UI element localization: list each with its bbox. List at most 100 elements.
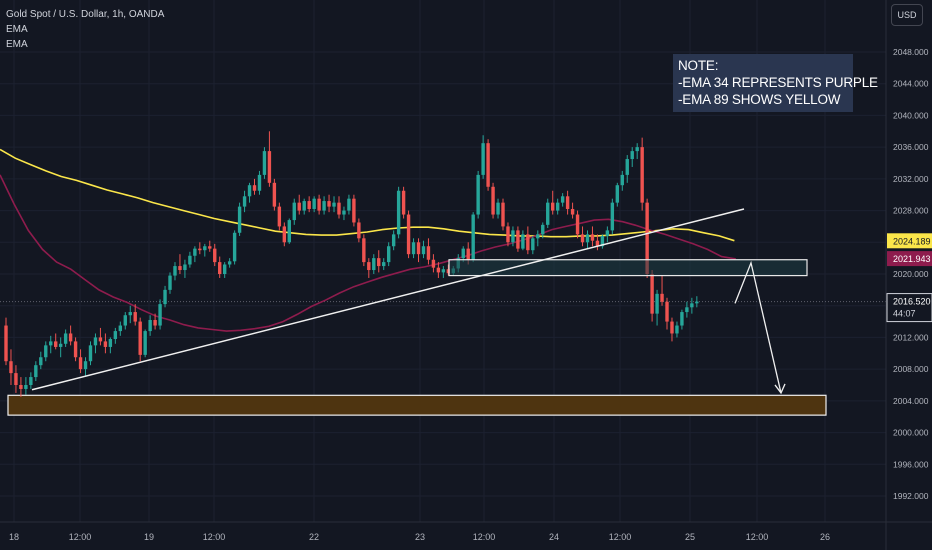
candle bbox=[521, 230, 525, 251]
candle-body bbox=[98, 337, 103, 342]
candle bbox=[605, 226, 610, 243]
candle bbox=[188, 251, 192, 268]
candle bbox=[337, 196, 341, 219]
candle-body bbox=[610, 202, 615, 231]
ema34-price-tag-label: 2021.943 bbox=[893, 254, 931, 264]
candle-body bbox=[645, 202, 649, 274]
candle-body bbox=[29, 377, 33, 385]
candle-body bbox=[113, 331, 118, 340]
candle bbox=[163, 285, 167, 308]
ema34-price-tag-bg bbox=[887, 251, 932, 267]
time-tick-label: 24 bbox=[549, 532, 559, 542]
candle-body bbox=[19, 385, 23, 389]
price-axis[interactable]: 2048.000 2044.000 2040.000 2036.000 2032.000… bbox=[886, 0, 932, 550]
price-tick-label: 2004.000 bbox=[893, 396, 929, 406]
candle-body bbox=[590, 234, 595, 241]
candle-body bbox=[546, 202, 550, 225]
candle bbox=[103, 333, 108, 354]
candle bbox=[347, 194, 351, 215]
candle-body bbox=[327, 201, 331, 207]
candle bbox=[575, 210, 580, 239]
candle bbox=[267, 131, 272, 187]
candle bbox=[570, 202, 575, 219]
time-axis-bg bbox=[0, 522, 932, 550]
candle-body bbox=[531, 238, 535, 251]
last-price-value: 2016.520 bbox=[893, 297, 931, 307]
candle bbox=[262, 147, 267, 179]
candle-body bbox=[382, 262, 386, 267]
candle-body bbox=[665, 301, 669, 322]
candle-body bbox=[307, 201, 311, 209]
candle-body bbox=[78, 357, 83, 370]
candle bbox=[49, 335, 53, 354]
candle bbox=[560, 193, 565, 207]
candle-body bbox=[436, 267, 441, 273]
candle bbox=[491, 182, 495, 219]
candle-body bbox=[690, 303, 694, 308]
currency-button[interactable]: USD bbox=[891, 4, 923, 26]
candle bbox=[302, 198, 306, 215]
support-zone bbox=[7, 394, 827, 416]
candle bbox=[247, 182, 252, 203]
price-tick-label: 2040.000 bbox=[893, 110, 929, 120]
candle bbox=[411, 238, 416, 259]
candles bbox=[4, 131, 699, 397]
candle-body bbox=[496, 202, 500, 215]
candle-body bbox=[481, 143, 485, 175]
candle bbox=[536, 230, 540, 247]
candle-body bbox=[625, 159, 629, 175]
indicator-ema-89[interactable]: EMA bbox=[6, 39, 28, 50]
candle bbox=[158, 299, 162, 330]
candle-body bbox=[267, 151, 272, 183]
candle-body bbox=[302, 201, 306, 211]
candle bbox=[307, 196, 311, 213]
candle-body bbox=[342, 210, 346, 215]
candle-body bbox=[247, 185, 252, 197]
candle bbox=[590, 226, 595, 247]
candle-body bbox=[262, 151, 267, 175]
projection-path bbox=[734, 260, 782, 394]
indicator-ema-34[interactable]: EMA bbox=[6, 24, 28, 35]
candle bbox=[541, 222, 545, 239]
candle-body bbox=[173, 266, 177, 276]
candle-body bbox=[441, 269, 446, 273]
ema89-price-tag-label: 2024.189 bbox=[893, 236, 931, 246]
note-annotation[interactable]: NOTE: -EMA 34 REPRESENTS PURPLE -EMA 89 … bbox=[673, 54, 878, 112]
time-tick-label: 12:00 bbox=[473, 532, 496, 542]
candle bbox=[610, 198, 615, 235]
candle-body bbox=[198, 248, 202, 251]
candle-body bbox=[44, 345, 48, 358]
price-tags: 2024.189 2021.943 2016.520 44:07 bbox=[886, 233, 932, 323]
price-tick-label: 1992.000 bbox=[893, 491, 929, 501]
candle-body bbox=[158, 304, 162, 326]
candle bbox=[83, 357, 88, 376]
ema89-price-tag: 2024.189 bbox=[887, 233, 932, 249]
candle bbox=[372, 254, 376, 274]
candle-body bbox=[521, 234, 525, 249]
candle-body bbox=[421, 246, 426, 255]
candle bbox=[665, 297, 669, 330]
candle bbox=[108, 337, 113, 354]
candle-body bbox=[406, 214, 411, 255]
candle bbox=[357, 218, 361, 243]
candle bbox=[93, 333, 98, 354]
candle-body bbox=[580, 234, 585, 243]
candle-body bbox=[685, 307, 689, 313]
candle-body bbox=[188, 255, 192, 265]
candle-body bbox=[257, 174, 262, 191]
candle-body bbox=[575, 214, 580, 235]
symbol-title[interactable]: Gold Spot / U.S. Dollar, 1h, OANDA bbox=[6, 9, 165, 20]
candle-body bbox=[660, 293, 664, 302]
price-axis-bg bbox=[886, 0, 932, 550]
candle-body bbox=[68, 333, 73, 342]
candle-body bbox=[297, 202, 301, 211]
price-tick-label: 2008.000 bbox=[893, 364, 929, 374]
price-tick-label: 2036.000 bbox=[893, 142, 929, 152]
candle bbox=[446, 264, 451, 276]
candle bbox=[168, 272, 172, 294]
candle bbox=[198, 242, 202, 255]
chart-legend: Gold Spot / U.S. Dollar, 1h, OANDA EMA E… bbox=[6, 7, 164, 52]
ema34-price-tag: 2021.943 bbox=[887, 251, 932, 267]
